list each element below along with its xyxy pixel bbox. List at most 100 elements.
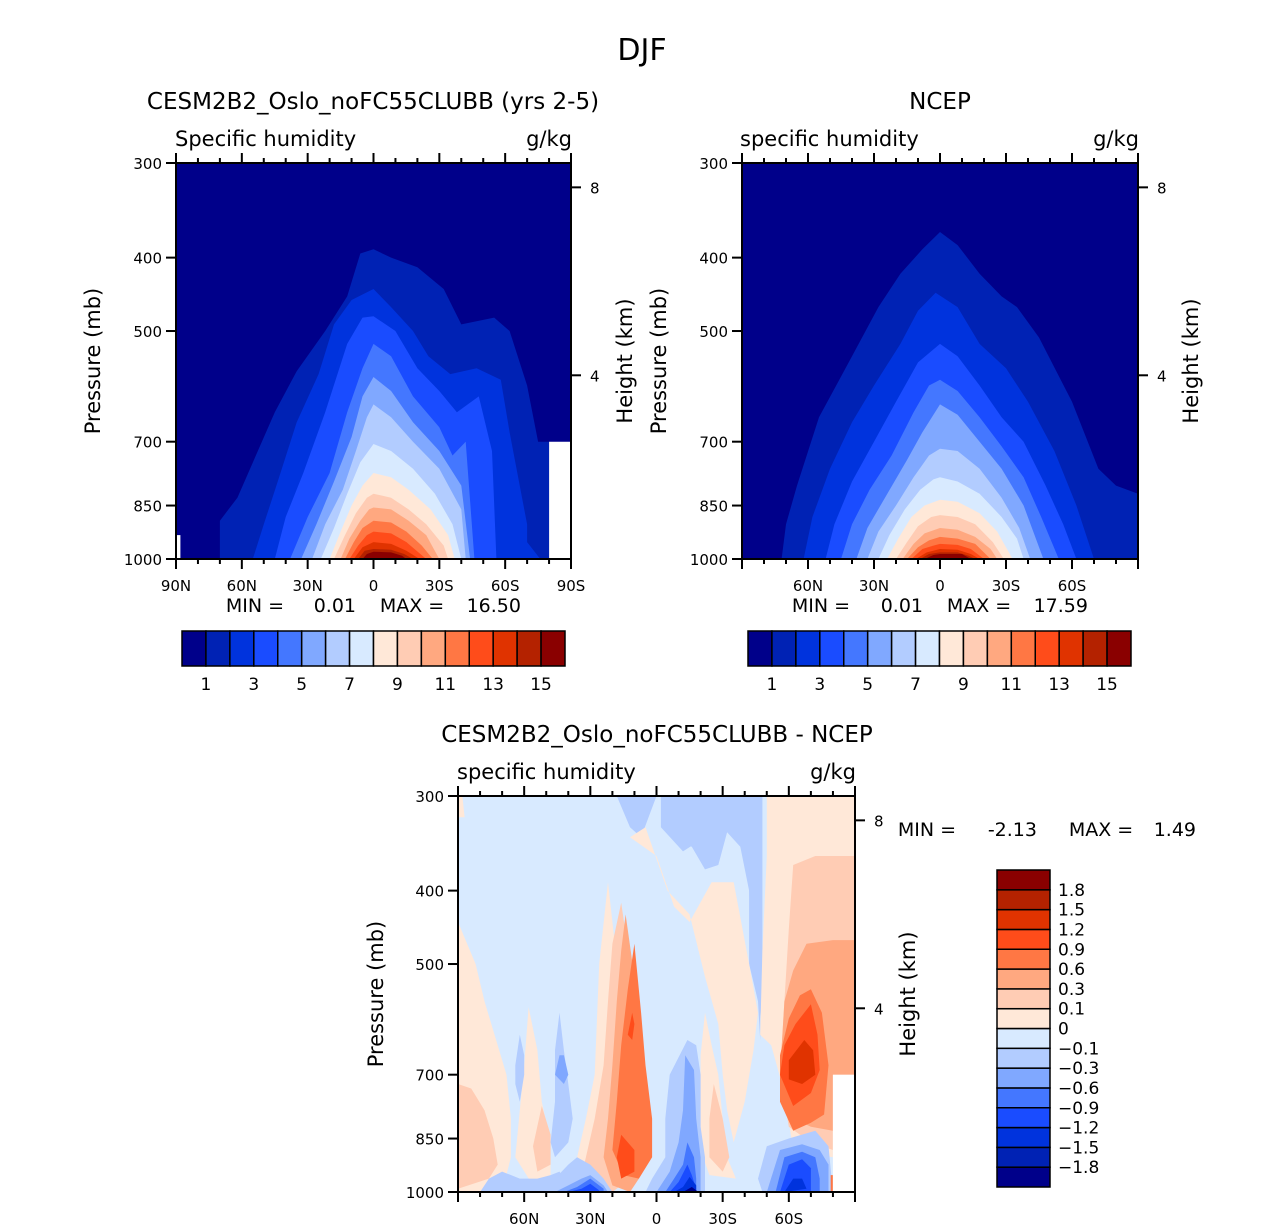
colorbar-box: [996, 1166, 1051, 1188]
plot-axes: 60N 30N 0 30S 60S 300 400 500 700 850 1000 8 4: [406, 786, 884, 1228]
colorbar-tick-label: 15: [1096, 675, 1118, 695]
colorbar: −1.8−1.5−1.2−0.9−0.6−0.3−0.100.10.30.60.…: [996, 869, 1099, 1188]
colorbar-box: [938, 630, 965, 667]
contour-region: [555, 1055, 569, 1084]
colorbar-box: [996, 1047, 1051, 1069]
y-tick-label: 500: [699, 323, 728, 341]
colorbar-box: [540, 630, 566, 667]
colorbar-box: [468, 630, 494, 667]
colorbar-box: [277, 630, 303, 667]
colorbar-box: [1010, 630, 1036, 667]
contour-region: [683, 1187, 699, 1192]
colorbar-box: [996, 928, 1051, 950]
colorbar: 1 3 5 7 9 11 13 15: [747, 630, 1132, 695]
contour-fill-group: [458, 796, 855, 1192]
x-tick-label: 60S: [491, 577, 520, 595]
colorbar-tick-label: 0: [1058, 1020, 1069, 1040]
colorbar-box: [444, 630, 470, 667]
colorbar-tick-label: −0.9: [1058, 1099, 1099, 1119]
min-value: 0.01: [314, 595, 356, 617]
colorbar-box: [771, 630, 797, 667]
x-tick-label: 30S: [992, 577, 1021, 595]
colorbar-tick-label: 11: [1000, 675, 1022, 695]
missing-data-region: [176, 535, 181, 559]
colorbar-box: [890, 630, 917, 667]
colorbar-tick-label: 0.3: [1058, 980, 1085, 1000]
colorbar-box: [372, 630, 399, 667]
colorbar-tick-label: 1.2: [1058, 920, 1085, 940]
contour-plot: [176, 163, 571, 559]
units-label: g/kg: [810, 760, 856, 784]
contour-region: [830, 1175, 833, 1192]
contour-fill-group: [176, 163, 571, 559]
colorbar-tick-label: 7: [910, 675, 921, 695]
y-axis-label: Pressure (mb): [647, 288, 671, 435]
colorbar-tick-label: −1.5: [1058, 1138, 1099, 1158]
contour-region: [630, 827, 758, 1143]
x-tick-label: 30S: [708, 1210, 737, 1228]
x-tick-label: 60S: [1058, 577, 1087, 595]
contour-region: [458, 1084, 498, 1189]
y-tick-label: 400: [133, 250, 162, 268]
colorbar-box: [819, 630, 845, 667]
colorbar-box: [1058, 630, 1084, 667]
x-tick-label: 0: [935, 577, 945, 595]
contour-region: [788, 1040, 816, 1084]
colorbar-tick-label: 13: [482, 675, 504, 695]
y2-axis-label: Height (km): [1179, 298, 1203, 423]
colorbar-box: [324, 630, 351, 667]
panel-title: CESM2B2_Oslo_noFC55CLUBB (yrs 2-5): [147, 89, 599, 115]
contour-region: [515, 1034, 525, 1102]
x-tick-label: 90N: [161, 577, 191, 595]
colorbar-box: [996, 968, 1051, 990]
plot-axes: 60N 30N 0 30S 60S 300 400 500 700 850 1000 8 4: [690, 153, 1167, 595]
colorbar-tick-label: −0.6: [1058, 1079, 1099, 1099]
colorbar-box: [420, 630, 447, 667]
contour-region: [550, 1012, 573, 1158]
x-tick-label: 30N: [575, 1210, 605, 1228]
colorbar-tick-label: 3: [248, 675, 259, 695]
colorbar-box: [996, 1087, 1051, 1109]
y-tick-label: 850: [133, 498, 162, 516]
colorbar-tick-label: 11: [434, 675, 456, 695]
x-tick-label: 60N: [793, 577, 823, 595]
contour-level-15: [924, 554, 971, 559]
contour-region: [667, 796, 763, 1030]
y2-tick-label: 8: [1157, 179, 1167, 197]
y2-tick-label: 8: [874, 812, 884, 830]
y2-tick-label: 4: [1157, 367, 1167, 385]
colorbar-tick-label: 7: [344, 675, 355, 695]
colorbar-box: [996, 1007, 1051, 1030]
contour-region: [616, 1134, 635, 1179]
y-tick-label: 700: [699, 434, 728, 452]
colorbar-tick-label: 0.9: [1058, 940, 1085, 960]
contour-region: [458, 796, 465, 818]
colorbar-box: [747, 630, 773, 667]
colorbar-box: [229, 630, 255, 667]
x-tick-label: 0: [369, 577, 379, 595]
y-tick-label: 1000: [406, 1184, 444, 1202]
y-tick-label: 300: [133, 155, 162, 173]
colorbar-tick-label: 15: [530, 675, 552, 695]
y-tick-label: 500: [133, 323, 162, 341]
colorbar-box: [996, 1146, 1051, 1168]
colorbar-tick-label: 1.8: [1058, 881, 1085, 901]
max-value: 1.49: [1154, 819, 1196, 841]
colorbar-box: [986, 630, 1013, 667]
colorbar-box: [181, 630, 207, 667]
contour-region: [709, 1084, 730, 1172]
colorbar-box: [205, 630, 231, 667]
units-label: g/kg: [1093, 127, 1139, 151]
y2-tick-label: 8: [590, 179, 600, 197]
colorbar-box: [996, 988, 1051, 1010]
y-tick-label: 700: [133, 434, 162, 452]
max-value: 17.59: [1034, 595, 1088, 617]
y-tick-label: 400: [699, 250, 728, 268]
ncep-panel: NCEP specific humidity g/kg Pressure (mb…: [647, 89, 1203, 695]
colorbar-box: [996, 1027, 1051, 1050]
y2-tick-label: 4: [590, 367, 600, 385]
colorbar-box: [492, 630, 518, 667]
y-tick-label: 850: [415, 1131, 444, 1149]
missing-data-region: [549, 441, 571, 559]
y-tick-label: 300: [415, 788, 444, 806]
